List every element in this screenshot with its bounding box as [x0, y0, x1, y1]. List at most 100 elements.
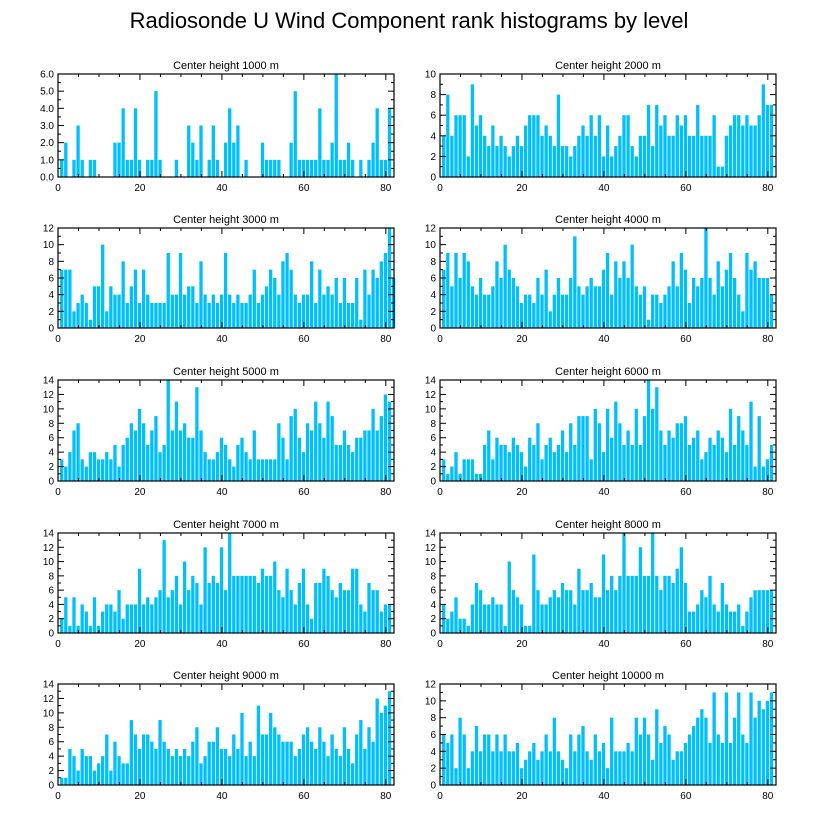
histogram-bar	[732, 611, 737, 633]
histogram-bar	[248, 294, 252, 328]
x-tick-label: 80	[380, 334, 392, 345]
histogram-bar	[80, 159, 84, 177]
histogram-bar	[556, 751, 561, 785]
histogram-bar	[524, 466, 528, 481]
histogram-bar	[350, 303, 355, 328]
histogram-bar	[622, 533, 626, 633]
histogram-bar	[524, 294, 528, 328]
histogram-bar	[269, 575, 273, 633]
histogram-bar	[753, 125, 757, 177]
histogram-bar	[379, 712, 383, 785]
histogram-bar	[92, 452, 97, 481]
histogram-bar	[355, 437, 359, 481]
y-tick-label: 10	[425, 696, 437, 707]
histogram-bar	[289, 741, 293, 785]
histogram-bar	[133, 734, 138, 785]
histogram-bar	[483, 444, 487, 481]
histogram-bar	[581, 125, 585, 177]
histogram-bar	[470, 604, 475, 633]
y-tick-label: 8	[430, 257, 436, 268]
x-tick-label: 60	[298, 334, 310, 345]
histogram-bar	[133, 430, 138, 481]
histogram-bar	[556, 444, 561, 481]
histogram-bar	[269, 712, 273, 785]
histogram-bar	[178, 253, 183, 328]
histogram-bar	[683, 583, 688, 633]
histogram-bar	[700, 278, 704, 328]
histogram-bar	[203, 452, 207, 481]
histogram-bar	[765, 590, 770, 633]
histogram-bar	[622, 751, 626, 785]
histogram-bar	[454, 452, 458, 481]
histogram-bar	[330, 294, 334, 328]
histogram-bar	[564, 590, 569, 633]
histogram-bar	[720, 286, 724, 328]
histogram-bar	[569, 156, 573, 177]
histogram-bar	[593, 734, 597, 785]
y-tick-label: 6	[48, 586, 54, 597]
histogram-bar	[651, 146, 655, 177]
histogram-bar	[732, 444, 737, 481]
histogram-bar	[305, 423, 310, 481]
histogram-bar	[757, 278, 761, 328]
histogram-bar	[614, 751, 618, 785]
histogram-bar	[101, 756, 105, 785]
histogram-bar	[728, 253, 733, 328]
histogram-bar	[769, 104, 774, 177]
histogram-bar	[749, 269, 753, 328]
histogram-bar	[536, 278, 540, 328]
histogram-bar	[211, 741, 215, 785]
histogram-bar	[187, 590, 191, 633]
histogram-bar	[692, 278, 696, 328]
histogram-bar	[170, 590, 174, 633]
histogram-bar	[663, 294, 667, 328]
histogram-bar	[589, 583, 593, 633]
histogram-bar	[355, 734, 359, 785]
y-tick-label: 0	[48, 477, 54, 488]
histogram-bar	[203, 547, 207, 633]
histogram-bar	[544, 604, 548, 633]
histogram-bar	[610, 294, 614, 328]
histogram-bar	[667, 575, 671, 633]
histogram-bar	[696, 604, 700, 633]
histogram-bar	[314, 401, 318, 481]
histogram-bar	[342, 727, 347, 785]
histogram-bar	[528, 751, 532, 785]
histogram-bar	[573, 751, 577, 785]
histogram-bar	[704, 597, 708, 633]
histogram-bar	[146, 159, 150, 177]
histogram-bar	[532, 115, 536, 177]
histogram-bar	[745, 742, 749, 785]
x-tick-label: 0	[55, 639, 61, 650]
histogram-bar	[199, 261, 203, 328]
histogram-bar	[638, 734, 643, 785]
histogram-bar	[614, 590, 618, 633]
histogram-bar	[573, 604, 577, 633]
histogram-bar	[322, 159, 326, 177]
histogram-bar	[692, 135, 696, 177]
histogram-bar	[318, 108, 322, 177]
histogram-bar	[322, 294, 326, 328]
histogram-bar	[84, 303, 88, 328]
histogram-bar	[544, 444, 548, 481]
histogram-bar	[158, 452, 162, 481]
histogram-bar	[338, 159, 342, 177]
histogram-bar	[68, 269, 72, 328]
histogram-bar	[634, 408, 638, 481]
histogram-bar	[478, 751, 483, 785]
histogram-bar	[187, 756, 191, 785]
y-tick-label: 0	[48, 324, 54, 335]
histogram-bar	[728, 742, 733, 785]
x-tick-label: 20	[134, 639, 146, 650]
histogram-bar	[137, 159, 142, 177]
y-tick-label: 8	[430, 713, 436, 724]
histogram-bar	[273, 278, 277, 328]
histogram-bar	[96, 625, 101, 633]
histogram-bar	[503, 734, 507, 785]
histogram-bar	[560, 583, 565, 633]
y-tick-label: 5.0	[40, 87, 54, 98]
histogram-bar	[675, 568, 679, 633]
histogram-bar	[355, 278, 359, 328]
histogram-bar	[256, 583, 261, 633]
y-tick-label: 6	[48, 433, 54, 444]
